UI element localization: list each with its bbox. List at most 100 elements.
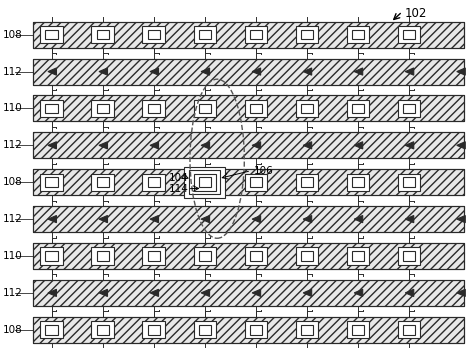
Text: 106: 106	[254, 166, 273, 176]
Bar	[97, 251, 109, 261]
Bar	[147, 178, 160, 187]
Polygon shape	[201, 216, 210, 223]
Bar	[33, 58, 464, 85]
Bar	[346, 174, 369, 191]
Bar	[91, 100, 114, 117]
Polygon shape	[252, 216, 261, 223]
Polygon shape	[99, 142, 108, 149]
Bar	[40, 174, 63, 191]
Bar	[147, 325, 160, 335]
Bar	[199, 325, 211, 335]
Bar	[346, 247, 369, 265]
Bar	[147, 30, 160, 40]
Bar	[33, 132, 464, 158]
Bar	[33, 132, 464, 158]
Polygon shape	[303, 289, 312, 297]
Polygon shape	[48, 142, 56, 149]
Bar	[33, 206, 464, 232]
Bar	[184, 167, 225, 198]
Bar	[97, 104, 109, 113]
Bar	[245, 26, 267, 43]
Bar	[33, 206, 464, 232]
Bar	[40, 26, 63, 43]
Bar	[33, 132, 464, 158]
Bar	[97, 178, 109, 187]
Bar	[143, 247, 165, 265]
Bar	[296, 100, 318, 117]
Polygon shape	[354, 142, 363, 149]
Polygon shape	[48, 68, 56, 75]
Polygon shape	[150, 289, 158, 297]
Bar	[46, 251, 58, 261]
Polygon shape	[48, 289, 56, 297]
Bar	[403, 30, 415, 40]
Polygon shape	[201, 142, 210, 149]
Polygon shape	[405, 68, 414, 75]
Polygon shape	[252, 289, 261, 297]
Bar	[33, 280, 464, 306]
Bar	[352, 178, 364, 187]
Bar	[33, 169, 464, 195]
Bar	[193, 321, 216, 338]
Bar	[403, 251, 415, 261]
Polygon shape	[457, 142, 465, 149]
Bar	[346, 321, 369, 338]
Text: 108: 108	[3, 325, 23, 335]
Bar	[403, 104, 415, 113]
Bar	[245, 174, 267, 191]
Bar	[296, 174, 318, 191]
Bar	[33, 317, 464, 343]
Bar	[143, 321, 165, 338]
Bar	[245, 100, 267, 117]
Bar	[346, 100, 369, 117]
Bar	[91, 174, 114, 191]
Bar	[33, 280, 464, 306]
Bar	[46, 178, 58, 187]
Text: 112: 112	[3, 288, 23, 298]
Bar	[143, 100, 165, 117]
Bar	[40, 100, 63, 117]
Bar	[33, 243, 464, 269]
Bar	[33, 169, 464, 195]
Bar	[346, 26, 369, 43]
Polygon shape	[354, 68, 363, 75]
Bar	[296, 247, 318, 265]
Bar	[46, 325, 58, 335]
Bar	[352, 251, 364, 261]
Polygon shape	[405, 142, 414, 149]
Text: 110: 110	[3, 103, 23, 114]
Bar	[33, 169, 464, 195]
Bar	[147, 104, 160, 113]
Bar	[398, 26, 420, 43]
Bar	[250, 251, 262, 261]
Bar	[398, 247, 420, 265]
Polygon shape	[99, 216, 108, 223]
Text: 108: 108	[3, 30, 23, 40]
Bar	[190, 170, 220, 194]
Bar	[143, 174, 165, 191]
Bar	[193, 100, 216, 117]
Bar	[97, 325, 109, 335]
Text: 110: 110	[3, 251, 23, 261]
Bar	[199, 178, 211, 187]
Bar	[40, 321, 63, 338]
Bar	[33, 95, 464, 122]
Bar	[403, 178, 415, 187]
Text: 112: 112	[3, 140, 23, 150]
Bar	[250, 104, 262, 113]
Bar	[193, 174, 216, 191]
Bar	[193, 247, 216, 265]
Polygon shape	[150, 216, 158, 223]
Bar	[352, 30, 364, 40]
Text: 114: 114	[168, 184, 188, 194]
Bar	[33, 243, 464, 269]
Bar	[33, 58, 464, 85]
Text: 112: 112	[3, 214, 23, 224]
Bar	[301, 251, 313, 261]
Bar	[403, 325, 415, 335]
Polygon shape	[303, 216, 312, 223]
Bar	[33, 317, 464, 343]
Polygon shape	[201, 289, 210, 297]
Bar	[296, 26, 318, 43]
Text: 102: 102	[405, 7, 427, 20]
